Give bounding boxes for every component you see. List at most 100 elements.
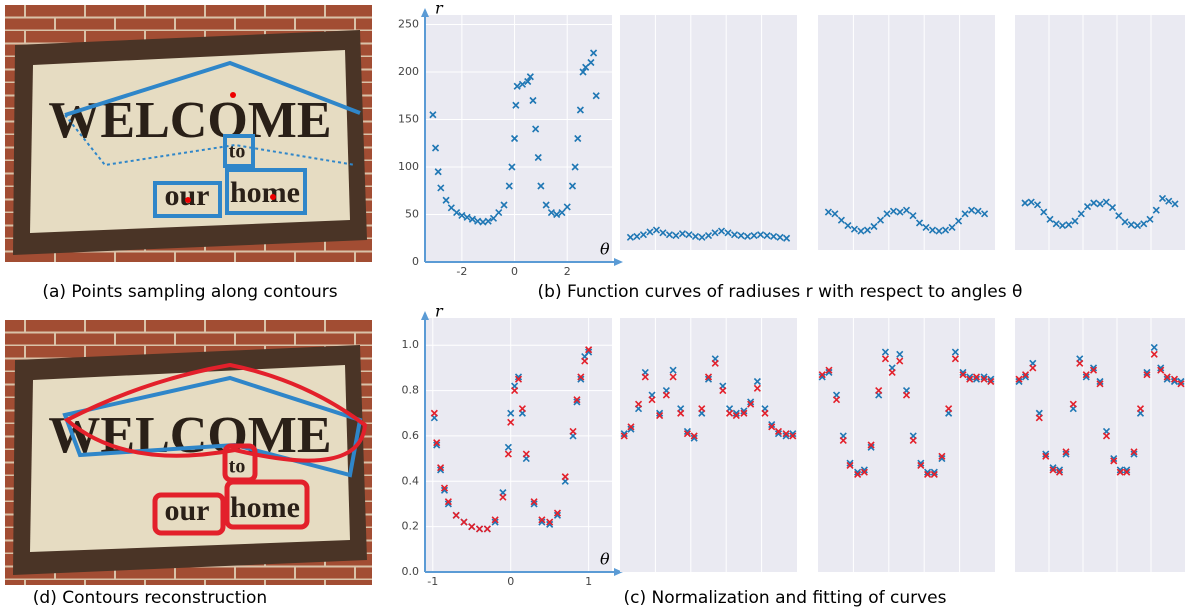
point: [896, 357, 904, 365]
point: [743, 232, 752, 241]
y-axis-label: r: [435, 0, 444, 18]
point: [585, 348, 593, 356]
x-tick-label: 0: [507, 575, 514, 588]
point: [782, 430, 790, 438]
point: [972, 375, 981, 383]
point: [1133, 222, 1142, 230]
point: [453, 209, 461, 217]
point: [507, 418, 515, 426]
point: [433, 441, 441, 449]
caption: (c) Normalization and fitting of curves: [624, 588, 947, 608]
point: [1055, 466, 1064, 474]
point: [504, 443, 512, 451]
point: [959, 368, 967, 376]
point: [854, 468, 862, 476]
point: [1052, 220, 1060, 228]
point: [935, 227, 943, 235]
sign-text: our: [165, 494, 210, 527]
point: [573, 396, 581, 404]
point: [648, 396, 656, 404]
point: [514, 375, 523, 383]
y-tick-label: 250: [398, 18, 419, 31]
point: [876, 216, 885, 224]
point: [639, 231, 647, 239]
point: [534, 153, 542, 162]
point: [538, 518, 546, 526]
point: [518, 405, 526, 413]
y-tick-label: 0.6: [402, 429, 420, 442]
point: [863, 226, 872, 234]
point: [489, 214, 498, 222]
point: [928, 226, 937, 234]
point: [468, 523, 476, 531]
point: [442, 196, 450, 204]
point: [1110, 455, 1118, 463]
point: [818, 373, 826, 381]
caption: (a) Points sampling along contours: [42, 282, 337, 302]
point: [458, 211, 466, 220]
point: [875, 387, 883, 395]
point: [782, 432, 790, 440]
x-tick-label: 1: [585, 575, 592, 588]
point: [698, 405, 706, 413]
point: [678, 230, 687, 238]
point: [430, 409, 438, 417]
point: [1042, 452, 1050, 460]
plot-background: [425, 15, 612, 262]
sign-text: WELCOME: [48, 92, 331, 149]
point: [704, 375, 713, 383]
point: [1140, 220, 1148, 228]
point: [1071, 217, 1079, 225]
point: [881, 348, 889, 356]
point: [1121, 218, 1129, 226]
plot-background: [620, 15, 797, 250]
point: [902, 206, 911, 214]
point: [915, 219, 924, 227]
axis-arrow: [614, 568, 623, 576]
point: [547, 209, 555, 217]
point: [966, 373, 974, 381]
point: [1021, 199, 1029, 207]
point: [837, 216, 845, 224]
point: [569, 427, 577, 435]
point: [860, 468, 868, 476]
point: [620, 430, 628, 438]
point: [831, 210, 839, 218]
point: [974, 207, 982, 215]
point: [732, 409, 740, 417]
point: [511, 387, 519, 395]
y-tick-label: 1.0: [402, 338, 420, 351]
point: [980, 375, 988, 383]
point: [1136, 405, 1145, 413]
point: [761, 409, 769, 417]
point: [1055, 468, 1064, 476]
point: [774, 427, 783, 435]
point: [538, 516, 546, 524]
point: [740, 407, 748, 415]
point: [783, 234, 791, 242]
point: [683, 430, 691, 438]
point: [1127, 221, 1135, 229]
point: [1083, 203, 1092, 211]
point: [479, 218, 487, 226]
point: [440, 484, 449, 492]
point: [768, 421, 776, 429]
point: [504, 450, 512, 458]
point: [1102, 198, 1110, 206]
point: [431, 144, 440, 152]
point: [468, 215, 476, 223]
point: [717, 227, 726, 235]
point: [582, 63, 590, 71]
point: [968, 206, 976, 214]
point: [685, 231, 693, 239]
point: [669, 366, 677, 374]
point: [475, 525, 484, 533]
point: [634, 400, 643, 408]
point: [577, 375, 585, 383]
y-axis-label: r: [435, 302, 444, 321]
point: [581, 357, 589, 365]
point: [930, 470, 938, 479]
point: [763, 231, 771, 240]
point: [522, 450, 530, 458]
point: [889, 207, 898, 215]
